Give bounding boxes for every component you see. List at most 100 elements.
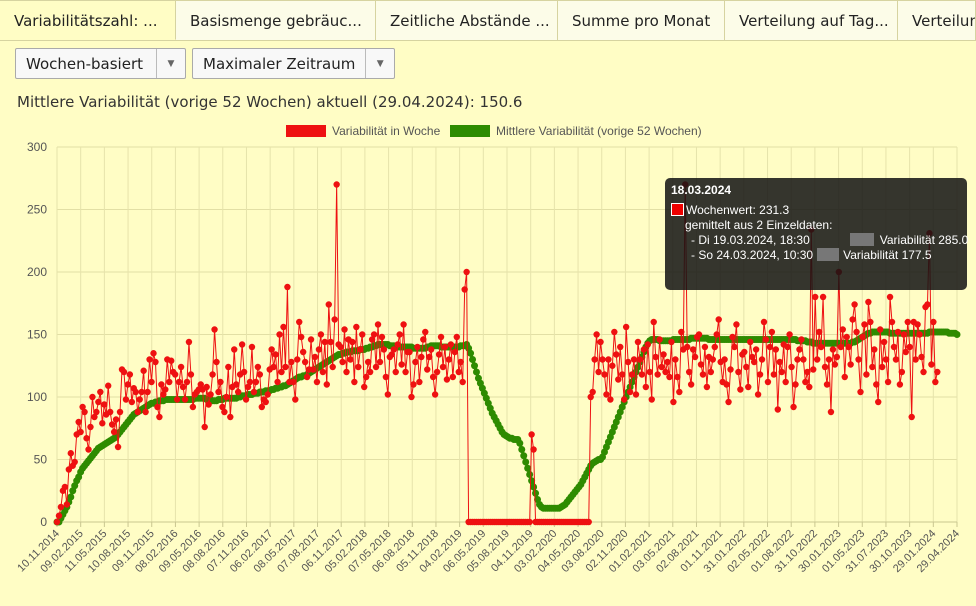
weekly-point (823, 381, 831, 388)
weekly-point (857, 388, 864, 396)
weekly-point (800, 356, 807, 363)
weekly-point (221, 408, 228, 416)
tab-4[interactable]: Verteilung auf Tag... (725, 0, 898, 40)
weekly-point (349, 338, 356, 346)
summary-text: Mittlere Variabilität (vorige 52 Wochen)… (17, 93, 523, 111)
weekly-point (528, 431, 535, 438)
weekly-point (605, 356, 612, 363)
weekly-point (240, 368, 248, 376)
weekly-point (676, 388, 683, 396)
weekly-point (851, 301, 858, 308)
weekly-point (319, 368, 327, 376)
y-tick-label: 0 (40, 515, 47, 529)
weekly-point (53, 518, 61, 526)
weekly-point (323, 381, 330, 388)
weekly-point (396, 331, 403, 338)
weekly-point (366, 368, 374, 376)
weekly-point (424, 366, 431, 373)
weekly-point (357, 346, 364, 353)
weekly-point (408, 393, 415, 401)
weekly-point (812, 293, 819, 301)
weekly-point (317, 331, 325, 338)
weekly-point (914, 321, 921, 328)
weekly-point (792, 381, 799, 388)
weekly-point (343, 368, 350, 376)
weekly-point (727, 366, 734, 373)
y-tick-label: 250 (27, 203, 47, 217)
weekly-point (427, 346, 435, 353)
weekly-point (747, 338, 754, 346)
weekly-point (307, 336, 315, 343)
weekly-point (924, 301, 931, 308)
y-tick-label: 50 (34, 453, 48, 467)
weekly-point (658, 363, 665, 371)
weekly-point (896, 381, 904, 388)
weekly-point (628, 371, 636, 378)
weekly-point (672, 356, 679, 363)
weekly-point (420, 336, 427, 343)
weekly-point (709, 356, 716, 363)
weekly-point (833, 353, 841, 361)
average-point (526, 471, 534, 478)
weekly-point (234, 388, 242, 396)
weekly-point (656, 336, 663, 343)
weekly-point (372, 363, 380, 371)
weekly-point (394, 341, 401, 348)
redacted-block (817, 248, 840, 261)
average-point (528, 477, 536, 485)
y-tick-label: 200 (27, 265, 47, 279)
weekly-point (798, 336, 805, 343)
weekly-point (762, 336, 770, 343)
weekly-point (437, 333, 445, 341)
range-select-value: Maximaler Zeitraum (203, 54, 356, 73)
weekly-point (768, 328, 776, 336)
controls: Wochen-basiert ▼ Maximaler Zeitraum ▼ (15, 48, 395, 79)
weekly-point (298, 333, 305, 341)
average-point (67, 493, 75, 501)
tab-0[interactable]: Variabilitätszahl: ... (0, 0, 176, 40)
tab-5[interactable]: Verteilun (898, 0, 976, 40)
weekly-point (916, 331, 923, 338)
weekly-point (668, 338, 675, 346)
range-select[interactable]: Maximaler Zeitraum ▼ (192, 48, 395, 79)
weekly-point (788, 363, 795, 371)
weekly-point (684, 343, 691, 351)
weekly-point (361, 383, 368, 391)
weekly-point (778, 368, 785, 376)
weekly-point (884, 378, 892, 386)
weekly-point (406, 348, 413, 356)
weekly-point (786, 331, 793, 338)
weekly-point (904, 318, 911, 326)
tab-1[interactable]: Basismenge gebräuc... (176, 0, 376, 40)
weekly-point (782, 378, 789, 386)
weekly-point (398, 361, 405, 368)
weekly-point (292, 396, 299, 403)
weekly-point (794, 356, 801, 363)
weekly-point (873, 381, 880, 388)
weekly-point (362, 373, 370, 381)
tab-2[interactable]: Zeitliche Abstände ... (376, 0, 558, 40)
weekly-point (211, 326, 218, 333)
weekly-point (619, 371, 626, 378)
weekly-point (284, 283, 291, 291)
weekly-point (599, 356, 606, 363)
weekly-point (613, 351, 620, 358)
weekly-point (642, 383, 650, 391)
weekly-point (802, 378, 809, 386)
tab-3[interactable]: Summe pro Monat (558, 0, 725, 40)
mode-select[interactable]: Wochen-basiert ▼ (15, 48, 186, 79)
weekly-point (845, 343, 852, 351)
weekly-point (105, 382, 112, 389)
weekly-point (233, 381, 240, 388)
weekly-point (843, 333, 850, 341)
weekly-point (735, 368, 742, 376)
weekly-point (435, 351, 443, 358)
weekly-point (290, 378, 297, 386)
weekly-point (262, 398, 269, 406)
weekly-point (715, 316, 722, 323)
weekly-point (745, 383, 752, 391)
weekly-point (756, 371, 764, 378)
weekly-point (179, 383, 187, 391)
weekly-point (246, 378, 254, 386)
weekly-point (99, 420, 106, 427)
